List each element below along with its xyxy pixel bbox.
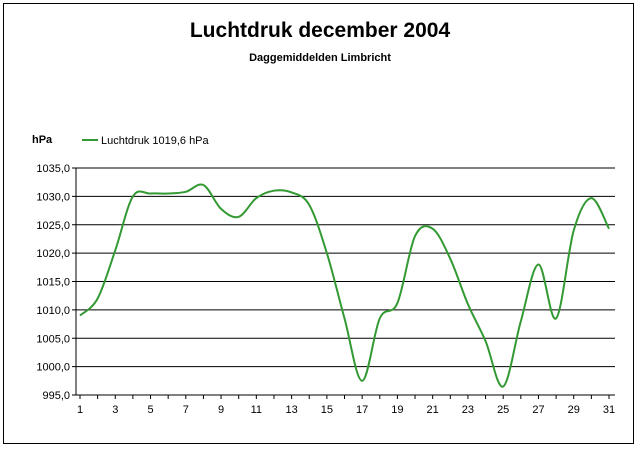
chart-frame	[3, 3, 634, 444]
x-tick-label: 31	[603, 404, 615, 416]
y-tick-label: 1030,0	[36, 191, 70, 203]
x-tick-label: 7	[183, 404, 189, 416]
plot-area: 995,0 1000,0 1005,0 1010,0 1015,0 1020,0 1025,…	[36, 163, 615, 416]
x-tick-label: 3	[112, 404, 118, 416]
x-tick-label: 13	[285, 404, 297, 416]
y-tick-label: 1005,0	[36, 333, 70, 345]
x-tick-label: 15	[321, 404, 333, 416]
y-axis-label: hPa	[32, 134, 53, 146]
x-tick-label: 27	[532, 404, 544, 416]
y-tick-label: 995,0	[42, 390, 70, 402]
x-tick-label: 25	[497, 404, 509, 416]
chart-subtitle: Daggemiddelden Limbricht	[249, 52, 391, 64]
chart-title: Luchtdruk december 2004	[190, 19, 451, 42]
x-tick-label: 19	[391, 404, 403, 416]
x-tick-label: 1	[77, 404, 83, 416]
y-tick-label: 1035,0	[36, 163, 70, 175]
y-tick-label: 1025,0	[36, 220, 70, 232]
x-tick-label: 17	[356, 404, 368, 416]
y-tick-label: 1020,0	[36, 248, 70, 260]
x-tick-label: 9	[218, 404, 224, 416]
x-tick-label: 5	[147, 404, 153, 416]
x-tick-label: 23	[462, 404, 474, 416]
legend-label: Luchtdruk 1019,6 hPa	[101, 135, 210, 147]
y-tick-label: 1015,0	[36, 277, 70, 289]
series-line	[79, 183, 610, 388]
y-tick-label: 1010,0	[36, 305, 70, 317]
y-tick-label: 1000,0	[36, 362, 70, 374]
x-tick-label: 21	[427, 404, 439, 416]
x-tick-label: 29	[568, 404, 580, 416]
x-tick-label: 11	[251, 404, 262, 416]
legend: Luchtdruk 1019,6 hPa	[82, 135, 210, 147]
